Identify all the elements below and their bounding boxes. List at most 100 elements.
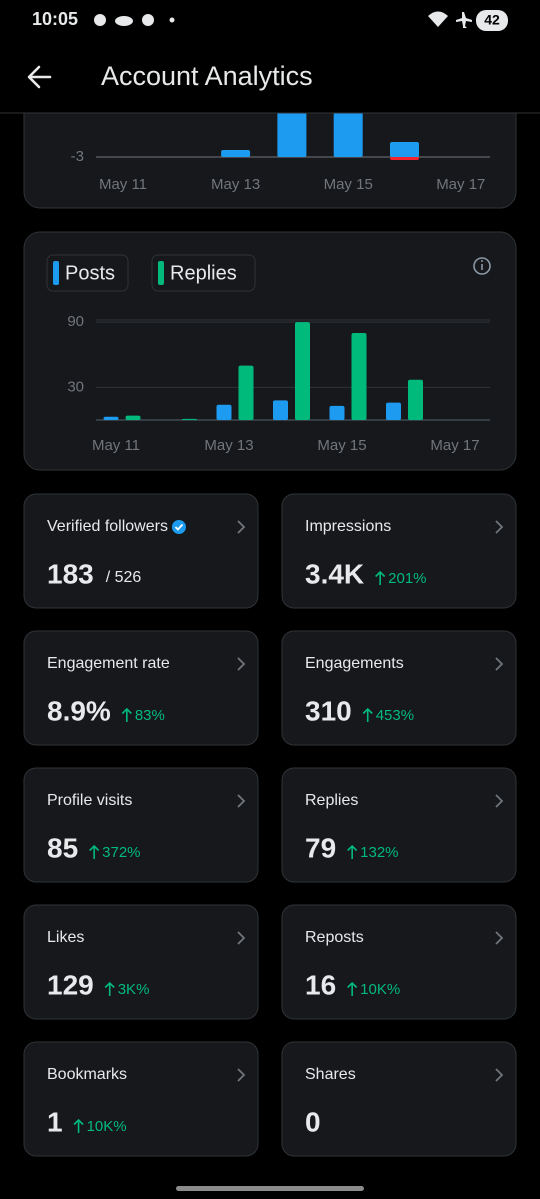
metric-card[interactable]: Impressions 3.4K 201% <box>281 493 517 609</box>
card-label: Replies <box>305 792 358 809</box>
change-arrow <box>375 570 386 585</box>
change-arrow <box>347 981 358 996</box>
card-value: 8.9% <box>47 695 111 726</box>
chevron <box>237 931 246 945</box>
header-bg <box>0 0 540 113</box>
change-arrow <box>362 707 373 722</box>
change-arrow <box>89 844 100 859</box>
card-bg <box>281 1041 517 1157</box>
card-change: 10K% <box>360 981 400 998</box>
bar <box>329 405 345 420</box>
card-bg <box>281 493 517 609</box>
x-tick-label: May 13 <box>204 437 253 454</box>
card-change: 10K% <box>87 1118 127 1135</box>
bar <box>351 333 367 420</box>
status-icons <box>94 10 508 31</box>
legend-swatch <box>53 261 59 285</box>
legend-swatch <box>158 261 164 285</box>
card-label: Shares <box>305 1066 356 1083</box>
x-tick-label: May 17 <box>430 437 479 454</box>
change-arrow <box>104 981 115 996</box>
metric-card[interactable]: Shares 0 <box>281 1041 517 1157</box>
chevron <box>237 1068 246 1082</box>
chevron <box>495 794 504 808</box>
y-tick-label: 30 <box>67 378 84 395</box>
x-tick-label: May 15 <box>317 437 366 454</box>
chevron <box>237 794 246 808</box>
card-change: 132% <box>360 844 398 861</box>
info-icon[interactable] <box>473 257 491 275</box>
card-value: 310 <box>305 695 352 726</box>
bar <box>273 400 288 420</box>
metric-card[interactable]: Reposts 16 10K% <box>281 904 517 1020</box>
card-value: 1 <box>47 1106 63 1137</box>
card-change: 372% <box>102 844 140 861</box>
bar <box>238 365 254 420</box>
x-tick-label: May 17 <box>436 176 485 193</box>
y-tick-label: 90 <box>67 313 84 330</box>
change-arrow <box>121 707 132 722</box>
legend-item[interactable]: Replies <box>151 254 256 292</box>
bar <box>390 142 419 157</box>
card-label: Profile visits <box>47 792 132 809</box>
card-change: 201% <box>388 570 426 587</box>
chevron <box>237 657 246 671</box>
card-bg <box>23 904 259 1020</box>
x-tick-label: May 11 <box>92 437 140 454</box>
bar <box>277 112 307 157</box>
battery-level: 42 <box>484 12 500 28</box>
card-bg <box>281 630 517 746</box>
bar <box>295 322 310 420</box>
bar <box>103 416 119 420</box>
metric-card[interactable]: Bookmarks 1 10K% <box>23 1041 259 1157</box>
card-value: 16 <box>305 969 336 1000</box>
chart: 30 90 May 11 May 13 May 15 May 17 Posts Replies <box>46 254 490 454</box>
card-label: Engagements <box>305 655 404 672</box>
card-label: Impressions <box>305 518 391 535</box>
metric-card[interactable]: Replies 79 132% <box>281 767 517 883</box>
card-label: Engagement rate <box>47 655 170 672</box>
page-title: Account Analytics <box>101 61 313 91</box>
legend-label: Replies <box>170 262 237 284</box>
card-bg <box>281 767 517 883</box>
legend-label: Posts <box>65 262 115 284</box>
cards: Verified followers 183 / 526 Impressions 3.4… <box>23 493 517 1157</box>
legend-chip <box>46 254 129 292</box>
card-value: 79 <box>305 832 336 863</box>
legend-chip <box>151 254 256 292</box>
card-value: 0 <box>305 1106 321 1137</box>
x-tick-label: May 13 <box>211 176 260 193</box>
bar <box>408 379 423 420</box>
metric-card[interactable]: Profile visits 85 372% <box>23 767 259 883</box>
legend-item[interactable]: Posts <box>46 254 129 292</box>
card-bg <box>23 630 259 746</box>
change-arrow <box>73 1118 84 1133</box>
verified-badge <box>171 520 186 534</box>
y-tick-label: -3 <box>71 148 84 165</box>
back-button[interactable] <box>27 65 52 89</box>
card-label: Bookmarks <box>47 1066 127 1083</box>
x-tick-label: May 15 <box>324 176 373 193</box>
x-tick-label: May 11 <box>99 176 147 193</box>
card-value: 183 <box>47 558 94 589</box>
card-bg <box>23 767 259 883</box>
bar <box>182 418 197 420</box>
card-change: 83% <box>135 707 165 724</box>
change-arrow <box>347 844 358 859</box>
card-label: Likes <box>47 929 84 946</box>
metric-card[interactable]: Engagements 310 453% <box>281 630 517 746</box>
card-total: / 526 <box>106 569 142 586</box>
chevron <box>495 931 504 945</box>
bar <box>333 112 363 157</box>
card-value: 85 <box>47 832 78 863</box>
metric-card[interactable]: Likes 129 3K% <box>23 904 259 1020</box>
chevron <box>495 520 504 534</box>
metric-card[interactable]: Verified followers 183 / 526 <box>23 493 259 609</box>
chevron <box>495 657 504 671</box>
card-label: Reposts <box>305 929 364 946</box>
card-value: 129 <box>47 969 94 1000</box>
card-bg <box>23 493 259 609</box>
metric-card[interactable]: Engagement rate 8.9% 83% <box>23 630 259 746</box>
chevron <box>495 1068 504 1082</box>
